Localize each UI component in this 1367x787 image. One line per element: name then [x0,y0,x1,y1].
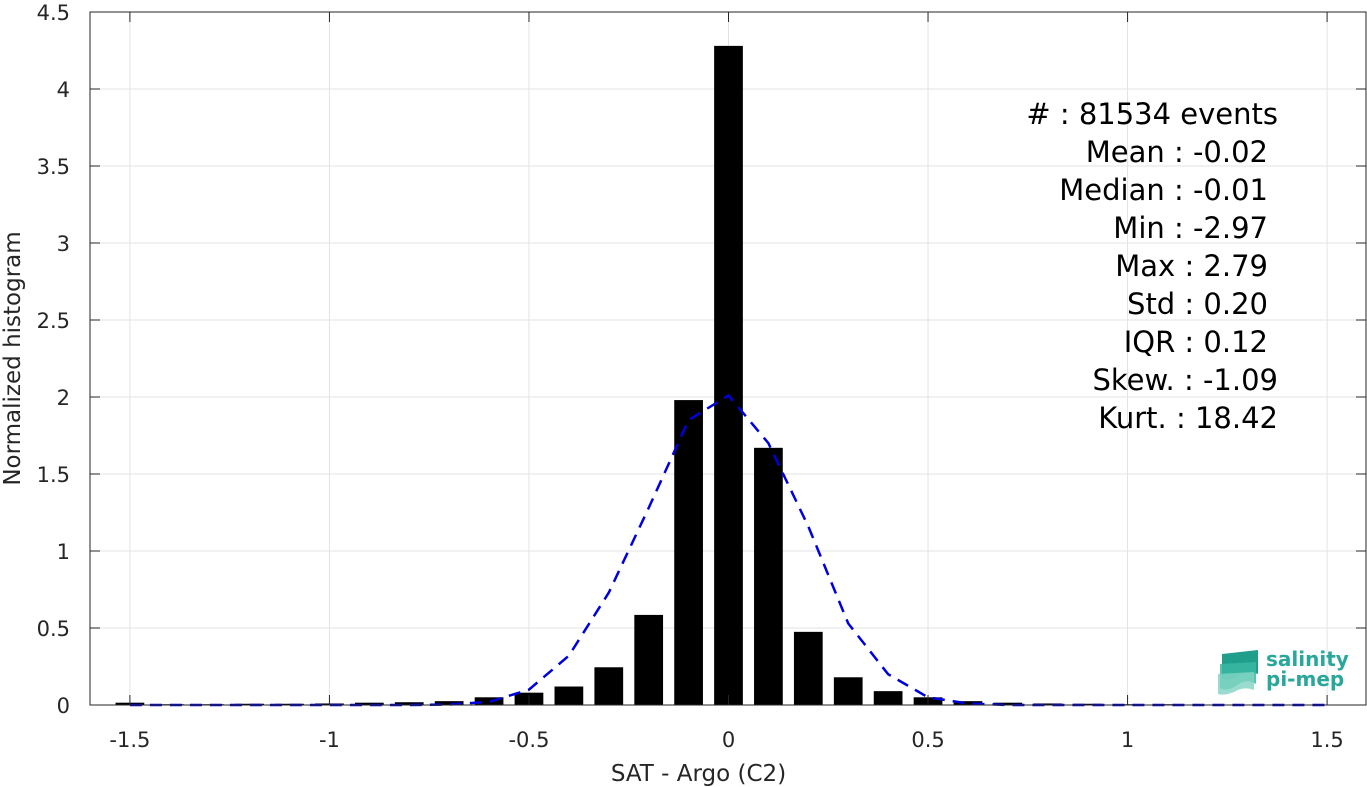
histogram-bar [674,400,703,705]
histogram-bar [793,631,823,705]
stats-box: # : 81534 events Mean : -0.02 Median : -0.… [1026,97,1278,435]
y-tick-label: 2 [57,386,70,410]
y-axis-label: Normalized histogram [0,231,26,485]
stat-line: Max : 2.79 [1115,249,1268,283]
histogram-bar [354,702,384,705]
y-tick-label: 0 [57,694,70,718]
histogram-bar [434,701,464,705]
histogram-bar [1073,703,1103,705]
stat-line: Mean : -0.02 [1086,135,1268,169]
stat-line: # : 81534 events [1026,97,1278,131]
y-tick-label: 4 [57,78,70,102]
y-tick-label: 0.5 [37,617,70,641]
histogram-bar [1033,703,1063,705]
stat-line: Skew. : -1.09 [1092,363,1278,397]
histogram-bar [873,691,903,705]
x-tick-label: -1 [319,728,340,752]
y-tick-label: 1 [57,540,70,564]
x-tick-label: 0.5 [911,728,944,752]
stat-line: Min : -2.97 [1113,211,1268,245]
stat-line: Std : 0.20 [1127,287,1268,321]
histogram-bar [833,677,863,705]
histogram-bar [993,702,1023,705]
stat-line: IQR : 0.12 [1124,325,1268,359]
histogram-bar [594,667,624,705]
x-axis-label: SAT - Argo (C2) [611,761,786,787]
y-tick-label: 2.5 [37,309,70,333]
fit-curve [129,393,1328,707]
x-tick-label: -0.5 [508,728,549,752]
logo-wave-icon [1218,650,1258,695]
y-axis-ticks: 0 0.5 1 1.5 2 2.5 3 3.5 4 4.5 [37,1,1366,718]
x-tick-label: 1.5 [1310,728,1343,752]
histogram-bar [235,703,264,705]
logo-line2: pi-mep [1266,667,1344,691]
histogram-bar [554,686,584,705]
histogram-bar [714,45,743,705]
y-tick-label: 4.5 [37,1,70,25]
histogram-bar [953,701,983,705]
stat-line: Kurt. : 18.42 [1098,401,1278,435]
x-tick-label: 0 [722,728,735,752]
salinity-pimep-logo: salinity pi-mep [1218,647,1349,695]
histogram-bar [754,447,783,705]
histogram-bar [474,697,504,705]
stat-line: Median : -0.01 [1059,173,1268,207]
y-tick-label: 3 [57,232,70,256]
histogram-bar [275,703,304,705]
x-tick-label: -1.5 [109,728,150,752]
x-tick-label: 1 [1121,728,1134,752]
y-tick-label: 1.5 [37,463,70,487]
histogram-bar [634,614,664,705]
y-tick-label: 3.5 [37,155,70,179]
histogram-bar [394,702,424,705]
logo-line1: salinity [1266,647,1349,671]
bars [115,45,1342,706]
x-axis-ticks: -1.5 -1 -0.5 0 0.5 1 1.5 [109,12,1344,752]
